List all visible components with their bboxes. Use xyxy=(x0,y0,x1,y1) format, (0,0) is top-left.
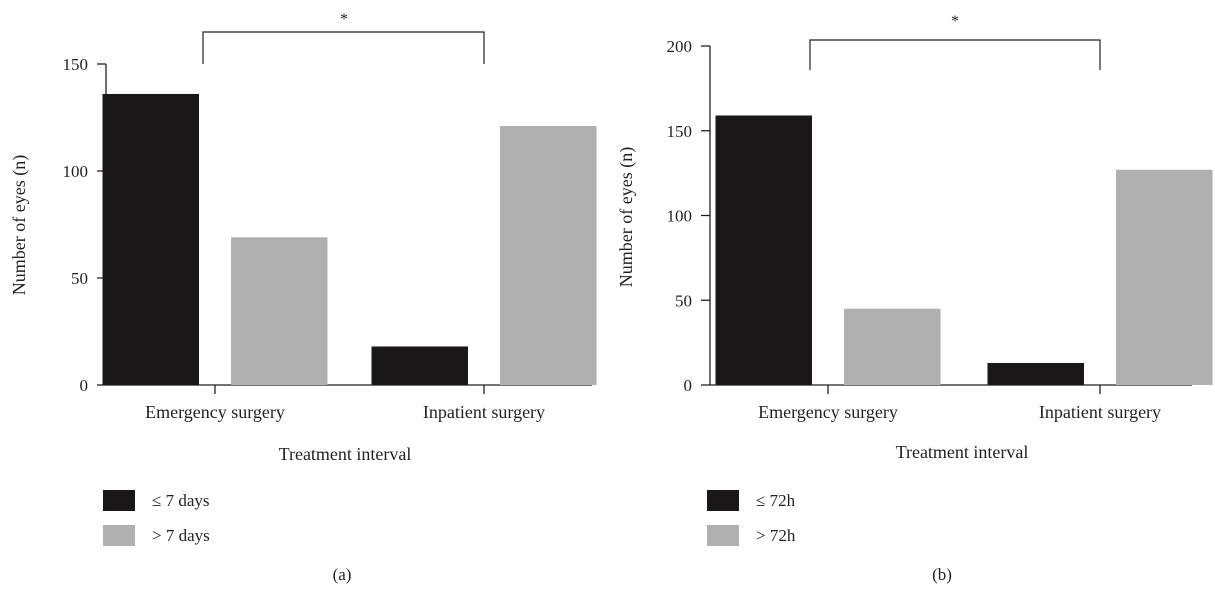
panel-a-legend-swatch-1 xyxy=(103,525,135,546)
panel-a-legend-swatch-0 xyxy=(103,490,135,511)
panel-b-y-ticks: 0 50 100 150 200 xyxy=(667,37,710,395)
panel-b-legend-swatch-0 xyxy=(707,490,739,511)
panel-b-legend-label-1: > 72h xyxy=(756,526,796,545)
panel-b-significance-bracket xyxy=(809,39,1101,70)
panel-a-significance-bracket xyxy=(202,31,485,64)
panel-a-bar-0-1 xyxy=(231,237,328,385)
panel-b-y-tick-label-4: 200 xyxy=(667,37,693,56)
panel-b-x-axis-title: Treatment interval xyxy=(896,442,1029,462)
panel-b-category-label-0: Emergency surgery xyxy=(758,402,898,422)
panel-b-legend-label-0: ≤ 72h xyxy=(756,491,796,510)
panel-b-y-axis-title: Number of eyes (n) xyxy=(616,147,637,287)
panel-b-bar-0-1 xyxy=(844,308,941,385)
panel-b-bars xyxy=(715,115,1213,386)
panel-a-category-label-1: Inpatient surgery xyxy=(423,402,545,422)
panel-a-bar-1-0 xyxy=(371,346,468,385)
panel-b-legend-swatch-1 xyxy=(707,525,739,546)
panel-a-legend-label-1: > 7 days xyxy=(152,526,210,545)
panel-a-category-label-0: Emergency surgery xyxy=(145,402,285,422)
panel-a-y-tick-label-0: 0 xyxy=(80,376,89,395)
panel-b-y-tick-label-3: 150 xyxy=(667,122,693,141)
panel-a-y-tick-label-2: 100 xyxy=(63,162,89,181)
panel-a-significance-star: * xyxy=(340,11,348,28)
panel-a-y-ticks: 0 50 100 150 xyxy=(63,55,106,395)
panel-a-bars xyxy=(102,93,597,386)
panel-a-bar-0-0 xyxy=(102,93,199,386)
panel-b-category-label-1: Inpatient surgery xyxy=(1039,402,1161,422)
panel-a-y-tick-label-3: 150 xyxy=(63,55,89,74)
panel-b-y-tick-label-0: 0 xyxy=(684,376,693,395)
panel-b-significance-star: * xyxy=(951,13,959,30)
panel-b-y-tick-label-2: 100 xyxy=(667,207,693,226)
panel-a-x-ticks xyxy=(214,385,485,394)
panel-b-y-tick-label-1: 50 xyxy=(675,291,692,310)
panel-b-bar-0-0 xyxy=(715,115,812,386)
panel-b-bar-1-0 xyxy=(987,362,1084,385)
panel-a-label: (a) xyxy=(333,565,352,584)
panel-a-legend-label-0: ≤ 7 days xyxy=(152,491,210,510)
panel-a-x-axis-title: Treatment interval xyxy=(279,444,412,464)
panel-b-x-ticks xyxy=(827,385,1101,394)
panel-a-y-axis-title: Number of eyes (n) xyxy=(9,155,30,295)
panel-a-bar-1-1 xyxy=(500,126,597,385)
panel-b: 0 50 100 150 200 Emergency surgery Inpatient… xyxy=(616,13,1213,584)
panel-a: 0 50 100 150 Emergency surgery Inpatient su… xyxy=(9,11,597,584)
panel-b-label: (b) xyxy=(932,565,952,584)
panel-b-bar-1-1 xyxy=(1116,169,1213,385)
panel-a-y-tick-label-1: 50 xyxy=(71,269,88,288)
